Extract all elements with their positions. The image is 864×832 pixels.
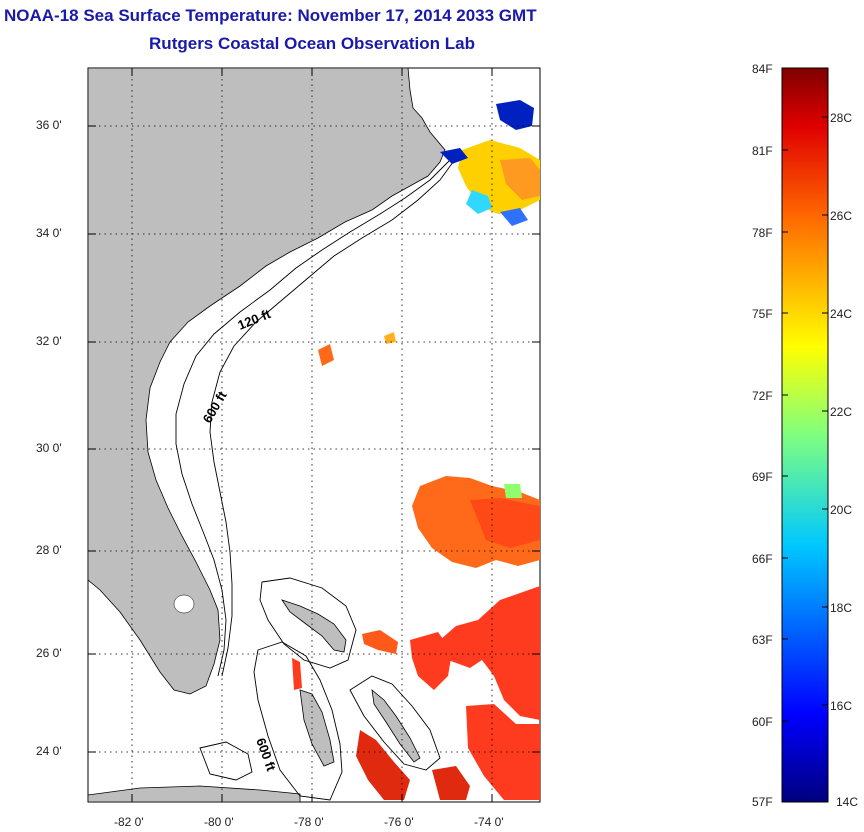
lat-label-28: 28 0' (36, 543, 62, 557)
colorbar-label-18c: 18C (830, 601, 853, 615)
colorbar-label-16c: 16C (830, 699, 853, 713)
lat-label-30: 30 0' (36, 441, 62, 455)
graticule (88, 68, 540, 802)
land-bahamas-3 (371, 689, 421, 763)
lon-label-78: -78 0' (294, 815, 324, 829)
lat-label-34: 34 0' (36, 226, 62, 240)
colorbar-label-84f: 84F (752, 62, 773, 76)
colorbar-label-63f: 63F (752, 633, 773, 647)
lon-label-80: -80 0' (204, 815, 234, 829)
land-cuba (88, 785, 301, 802)
lon-label-76: -76 0' (384, 815, 414, 829)
lon-label-74: -74 0' (474, 815, 504, 829)
colorbar-label-57f: 57F (752, 795, 773, 809)
colorbar-label-26c: 26C (830, 209, 853, 223)
colorbar-label-20c: 20C (830, 503, 853, 517)
isobath-bahamas-3 (349, 675, 441, 771)
frame-ticks (88, 68, 540, 802)
lat-label-26: 26 0' (36, 646, 62, 660)
map-subtitle: Rutgers Coastal Ocean Observation Lab (149, 34, 475, 53)
colorbar-label-60f: 60F (752, 715, 773, 729)
isobath-bahamas (259, 577, 357, 669)
colorbar-label-24c: 24C (830, 307, 853, 321)
land-bahamas-2 (299, 689, 335, 767)
isobath-bahamas-2 (253, 641, 343, 801)
colorbar-label-22c: 22C (830, 405, 853, 419)
land-us-coast (88, 68, 446, 695)
colorbar-label-66f: 66F (752, 552, 773, 566)
lon-label-82: -82 0' (114, 815, 144, 829)
isobath-keys (199, 741, 253, 781)
isobath-120ft (175, 159, 451, 677)
map-title: NOAA-18 Sea Surface Temperature: Novembe… (4, 6, 537, 25)
colorbar (781, 67, 829, 803)
lat-label-24: 24 0' (36, 744, 62, 758)
colorbar-label-28c: 28C (830, 111, 853, 125)
lat-label-32: 32 0' (36, 334, 62, 348)
colorbar-label-78f: 78F (752, 226, 773, 240)
sst-patches (292, 100, 540, 800)
lat-label-36: 36 0' (36, 118, 62, 132)
colorbar-label-14c: 14C (836, 795, 859, 809)
colorbar-label-81f: 81F (752, 144, 773, 158)
colorbar-ticks (782, 116, 828, 722)
colorbar-label-75f: 75F (752, 307, 773, 321)
isobath-600ft (209, 157, 457, 677)
colorbar-label-72f: 72F (752, 389, 773, 403)
land-bahamas-1 (281, 599, 347, 653)
colorbar-label-69f: 69F (752, 470, 773, 484)
